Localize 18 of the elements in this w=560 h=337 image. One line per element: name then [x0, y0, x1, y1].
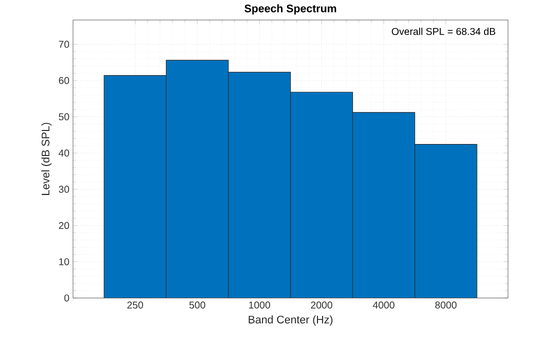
y-tick-label: 30 — [58, 186, 70, 193]
x-tick-label: 8000 — [435, 302, 457, 309]
x-tick-label: 4000 — [372, 302, 394, 309]
y-tick-label: 0 — [64, 294, 70, 302]
y-axis-title: Level (dB SPL) — [41, 122, 52, 195]
x-tick-label: 2000 — [310, 302, 332, 309]
x-tick-label: 250 — [127, 302, 144, 309]
x-tick-label: 500 — [189, 302, 206, 309]
y-tick-label: 10 — [59, 258, 70, 266]
x-axis-title: Band Center (Hz) — [248, 315, 332, 326]
y-tick-label: 70 — [58, 40, 70, 48]
x-tick-label: 1000 — [249, 302, 270, 309]
y-tick-label: 50 — [58, 113, 70, 120]
y-tick-label: 60 — [58, 77, 70, 84]
annotation: Overall SPL = 68.34 dB — [392, 28, 496, 35]
y-tick-label: 40 — [58, 149, 70, 157]
chart-title: Speech Spectrum — [244, 4, 336, 14]
y-tick-label: 20 — [58, 222, 70, 230]
